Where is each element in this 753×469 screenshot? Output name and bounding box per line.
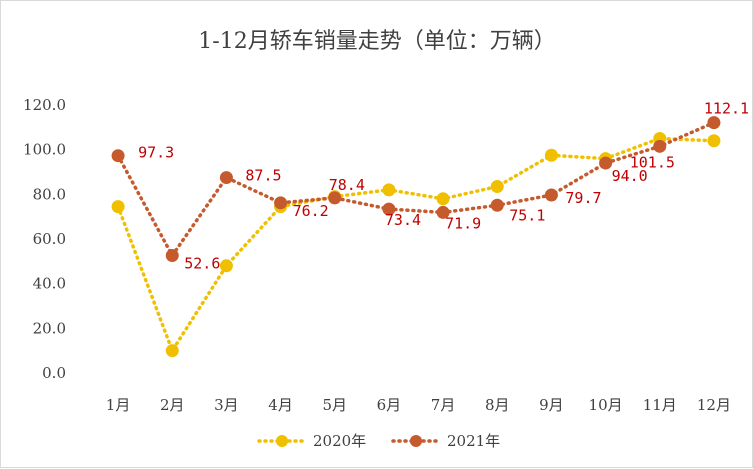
data-point bbox=[111, 200, 125, 214]
legend-swatch-marker bbox=[410, 435, 422, 447]
data-point bbox=[707, 134, 721, 148]
x-tick-label: 8月 bbox=[485, 396, 510, 414]
data-point bbox=[599, 156, 613, 170]
series-layer bbox=[111, 116, 721, 358]
data-point bbox=[219, 171, 233, 185]
data-label: 71.9 bbox=[445, 214, 481, 232]
legend-item: 2020年 bbox=[257, 432, 366, 450]
series-line bbox=[116, 120, 716, 259]
y-tick-label: 0.0 bbox=[42, 364, 66, 382]
data-point bbox=[165, 249, 179, 263]
data-point bbox=[382, 183, 396, 197]
y-tick-label: 80.0 bbox=[33, 185, 66, 203]
x-tick-label: 5月 bbox=[322, 396, 347, 414]
data-point bbox=[544, 188, 558, 202]
data-point bbox=[382, 202, 396, 216]
data-label: 87.5 bbox=[245, 167, 281, 185]
data-point bbox=[490, 180, 504, 194]
legend: 2020年 2021年 bbox=[257, 432, 500, 450]
x-tick-label: 11月 bbox=[643, 396, 677, 414]
y-axis: 0.0 20.0 40.0 60.0 80.0 100.0 120.0 bbox=[23, 96, 66, 382]
legend-label: 2020年 bbox=[313, 432, 366, 450]
data-point bbox=[653, 139, 667, 153]
chart-title: 1-12月轿车销量走势（单位：万辆） bbox=[198, 29, 555, 54]
data-point bbox=[490, 198, 504, 212]
data-label: 94.0 bbox=[612, 167, 648, 185]
legend-label: 2021年 bbox=[447, 432, 500, 450]
data-label: 78.4 bbox=[329, 176, 365, 194]
x-tick-label: 2月 bbox=[160, 396, 185, 414]
x-tick-label: 4月 bbox=[268, 396, 293, 414]
x-tick-label: 1月 bbox=[106, 396, 131, 414]
data-point bbox=[544, 148, 558, 162]
data-point bbox=[165, 344, 179, 358]
data-point bbox=[274, 196, 288, 210]
y-tick-label: 120.0 bbox=[23, 96, 66, 114]
x-tick-label: 12月 bbox=[697, 396, 731, 414]
x-tick-label: 6月 bbox=[377, 396, 402, 414]
data-label: 101.5 bbox=[630, 153, 675, 171]
data-point bbox=[219, 259, 233, 273]
data-point bbox=[707, 116, 721, 130]
data-point bbox=[436, 205, 450, 219]
x-tick-label: 3月 bbox=[214, 396, 239, 414]
legend-swatch-marker bbox=[276, 435, 288, 447]
data-label: 52.6 bbox=[184, 255, 220, 273]
y-tick-label: 20.0 bbox=[33, 319, 66, 337]
series-2 bbox=[111, 116, 721, 263]
data-label: 79.7 bbox=[565, 189, 601, 207]
x-tick-label: 7月 bbox=[431, 396, 456, 414]
data-label: 112.1 bbox=[704, 100, 749, 118]
data-label: 75.1 bbox=[509, 206, 545, 224]
y-tick-label: 60.0 bbox=[33, 230, 66, 248]
data-point bbox=[436, 192, 450, 206]
data-label: 76.2 bbox=[293, 202, 329, 220]
y-tick-label: 100.0 bbox=[23, 141, 66, 159]
y-tick-label: 40.0 bbox=[33, 275, 66, 293]
data-labels: 97.3 52.6 87.5 76.278.4 73.4 71.9 75.1 79.7 94.0… bbox=[138, 100, 749, 273]
data-point bbox=[328, 191, 342, 205]
data-label: 97.3 bbox=[138, 144, 174, 162]
x-tick-label: 10月 bbox=[589, 396, 623, 414]
x-axis: 1月 2月 3月 4月 5月 6月 7月 8月 9月 10月 11月 12月 bbox=[106, 396, 731, 414]
data-label: 73.4 bbox=[385, 211, 421, 229]
x-tick-label: 9月 bbox=[539, 396, 564, 414]
data-point bbox=[111, 149, 125, 163]
legend-item: 2021年 bbox=[391, 432, 500, 450]
